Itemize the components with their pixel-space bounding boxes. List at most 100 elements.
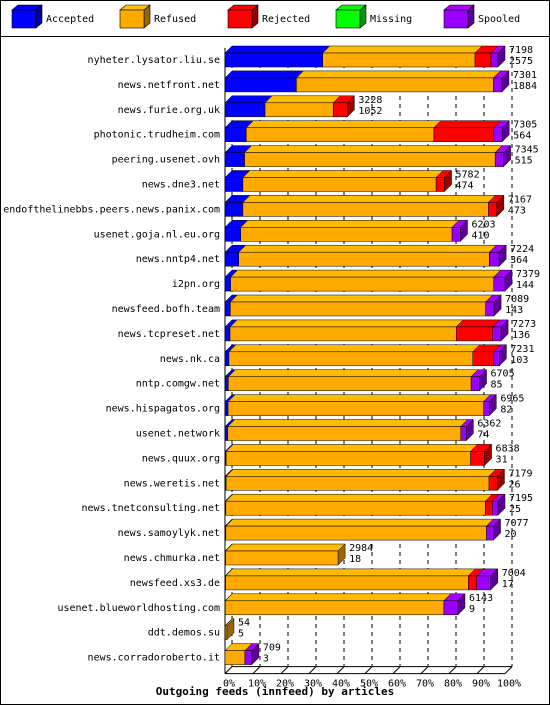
accepted-label: 17	[502, 579, 514, 590]
bar-segment	[485, 301, 495, 317]
bar-top	[224, 45, 331, 54]
bar-segment	[489, 251, 500, 267]
bar-side	[496, 194, 505, 218]
bar-segment	[224, 127, 247, 142]
bar-side	[466, 418, 474, 442]
bar-top	[224, 70, 305, 79]
total-label: 2984	[349, 543, 373, 554]
accepted-label: 515	[515, 156, 533, 167]
x-tick-label: 10%	[248, 679, 266, 690]
y-tick-label: news.quux.org	[142, 453, 220, 464]
accepted-label: 143	[505, 305, 523, 316]
bar-segment	[230, 301, 486, 317]
x-tick	[448, 666, 457, 674]
total-label: 7231	[510, 344, 534, 355]
bar-top	[242, 195, 497, 203]
y-tick-label: news.tnetconsulting.net	[82, 503, 220, 514]
bar-segment	[433, 127, 495, 142]
bar-top	[229, 294, 494, 303]
total-label: 7179	[508, 468, 532, 479]
y-tick-label: news.furie.org.uk	[118, 105, 220, 116]
bar-segment	[238, 251, 490, 267]
bar-side	[497, 468, 505, 491]
bar-top	[229, 319, 464, 328]
total-label: 7379	[516, 269, 540, 280]
bar-segment	[474, 52, 492, 68]
bar-segment	[224, 650, 246, 665]
y-tick-label: nyheter.lysator.liu.se	[88, 55, 220, 66]
bar-top	[295, 70, 502, 79]
accepted-label: 74	[477, 430, 489, 441]
legend-swatch	[11, 9, 37, 29]
y-tick-label: ddt.demos.su	[148, 628, 220, 639]
bar-segment	[224, 152, 245, 167]
bar-segment	[242, 177, 437, 192]
bar-segment	[225, 476, 490, 491]
y-tick-label: photonic.trudheim.com	[94, 130, 220, 141]
x-tick-label: 80%	[444, 679, 462, 690]
bar-segment	[470, 451, 485, 466]
accepted-label: 5	[238, 629, 244, 640]
bar-segment	[264, 102, 334, 118]
x-tick	[224, 666, 233, 674]
bar-top	[227, 419, 469, 427]
bar-top	[225, 518, 495, 527]
bar-top	[322, 45, 483, 54]
bar-segment	[494, 152, 504, 167]
bar-segment	[224, 52, 323, 68]
bar-segment	[224, 301, 231, 317]
bar-side	[500, 319, 509, 342]
bar-top	[224, 593, 452, 602]
bar-segment	[246, 127, 435, 142]
bar-segment	[322, 52, 476, 68]
bar-top	[225, 493, 494, 502]
y-tick-label: news.tcpreset.net	[118, 329, 220, 340]
bar-side	[457, 593, 466, 616]
accepted-label: 85	[491, 380, 503, 391]
bar-segment	[333, 102, 348, 118]
bar-side	[497, 493, 506, 516]
bar-top	[224, 568, 476, 577]
bar-segment	[435, 177, 445, 192]
total-label: 7198	[509, 45, 533, 56]
bar-top	[240, 220, 460, 228]
y-tick-label: endofthelinebbs.peers.news.panix.com	[3, 204, 220, 215]
bar-segment	[493, 276, 506, 292]
x-axis-title: Outgoing feeds (innfeed) by articles	[156, 685, 394, 698]
y-tick-label: usenet.network	[136, 429, 220, 440]
y-tick-label: usenet.blueworldhosting.com	[57, 603, 220, 614]
bar-segment	[230, 276, 495, 292]
x-tick	[504, 666, 513, 674]
y-tick-label: news.dne3.net	[142, 180, 220, 191]
bar-segment	[476, 575, 491, 591]
bar-segment	[468, 575, 477, 591]
bar-top	[225, 444, 479, 452]
x-tick-label: 20%	[276, 679, 294, 690]
x-tick-label: 0%	[223, 679, 235, 690]
y-tick-label: i2pn.org	[172, 279, 220, 290]
total-label: 5782	[456, 170, 480, 181]
total-label: 7089	[505, 294, 529, 305]
x-tick	[392, 666, 401, 674]
y-tick-label: news.hispagatos.org	[106, 404, 220, 415]
accepted-label: 31	[496, 454, 508, 465]
bar-segment	[472, 351, 495, 367]
accepted-label: 473	[508, 205, 526, 216]
accepted-label: 26	[508, 479, 520, 490]
bar-side	[504, 269, 513, 292]
bar-segment	[244, 650, 253, 665]
total-label: 6203	[471, 219, 495, 230]
bar-segment	[470, 376, 480, 391]
bar-segment	[225, 500, 486, 516]
bar-side	[498, 244, 507, 267]
bar-side	[497, 45, 506, 68]
total-label: 3228	[358, 95, 382, 106]
x-tick	[364, 666, 373, 674]
legend-swatch	[443, 9, 469, 29]
bar-segment	[488, 476, 498, 491]
accepted-label: 364	[510, 255, 528, 266]
total-label: 6705	[491, 369, 515, 380]
bar-segment	[227, 401, 484, 416]
bar-top	[227, 369, 479, 377]
